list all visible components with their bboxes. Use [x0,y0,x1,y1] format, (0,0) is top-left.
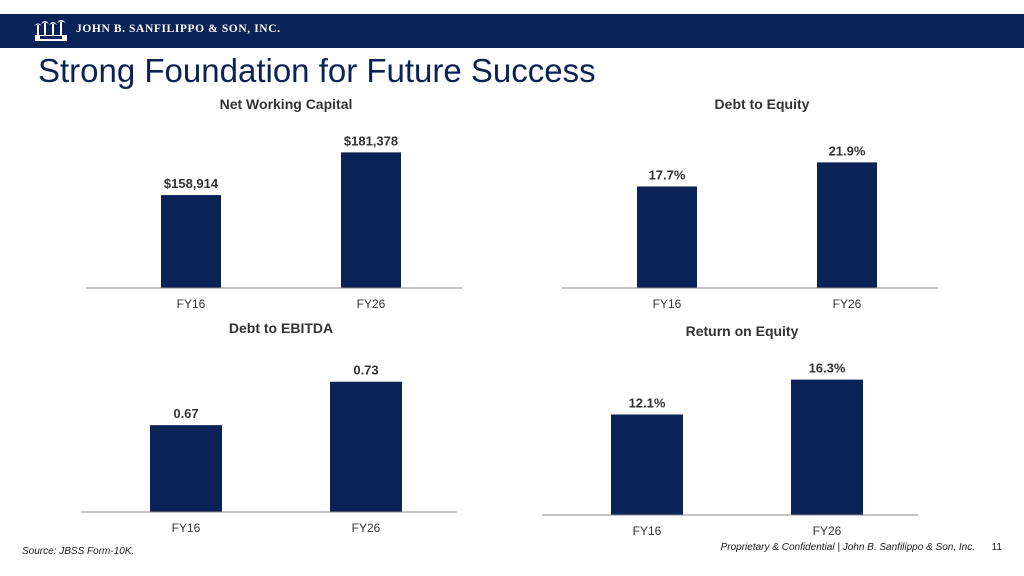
data-label: 0.67 [173,406,198,421]
x-tick-label: FY26 [352,521,381,535]
chart-title: Debt to EBITDA [228,320,334,336]
source-note: Source: JBSS Form-10K. [22,546,135,557]
x-tick-label: FY16 [633,524,662,538]
confidential-notice: Proprietary & Confidential | John B. San… [720,542,975,553]
chart-title: Return on Equity [685,323,799,339]
x-tick-label: FY26 [833,297,862,311]
chart-net-working-capital: Net Working Capital $158,914 FY16 $181,378… [76,96,496,316]
company-name: JOHN B. SANFILIPPO & SON, INC. [76,23,281,35]
data-label: 21.9% [829,143,866,158]
data-label: $158,914 [164,176,219,191]
x-tick-label: FY16 [653,297,682,311]
chart-return-on-equity: Return on Equity 12.1% FY16 16.3% FY26 [532,323,952,543]
bar-fy16 [611,414,683,515]
chart-plot: 0.67 FY16 0.73 FY26 [81,363,457,535]
bar-fy26 [817,162,877,288]
chart-plot: $158,914 FY16 $181,378 FY26 [86,133,462,311]
bar-fy16 [637,186,697,288]
x-tick-label: FY16 [177,297,206,311]
x-tick-label: FY16 [172,521,201,535]
bar-fy16 [161,195,221,288]
x-tick-label: FY26 [357,297,386,311]
x-tick-label: FY26 [813,524,842,538]
data-label: 17.7% [649,167,686,182]
data-label: 16.3% [809,361,846,376]
chart-title: Net Working Capital [219,96,353,112]
page-number: 11 [991,542,1002,553]
chart-plot: 17.7% FY16 21.9% FY26 [562,143,938,311]
palm-trees-logo-icon [34,20,67,41]
chart-debt-to-ebitda: Debt to EBITDA 0.67 FY16 0.73 FY26 [71,320,491,540]
chart-title: Debt to Equity [714,96,810,112]
chart-plot: 12.1% FY16 16.3% FY26 [542,361,918,538]
header-bar: JOHN B. SANFILIPPO & SON, INC. [0,14,1024,48]
data-label: 12.1% [629,395,666,410]
page-title: Strong Foundation for Future Success [38,52,596,89]
bar-fy26 [341,152,401,288]
chart-debt-to-equity: Debt to Equity 17.7% FY16 21.9% FY26 [552,96,972,316]
data-label: $181,378 [344,133,398,148]
data-label: 0.73 [353,363,378,378]
bar-fy16 [150,425,222,512]
bar-fy26 [791,379,863,515]
bar-fy26 [330,381,402,512]
